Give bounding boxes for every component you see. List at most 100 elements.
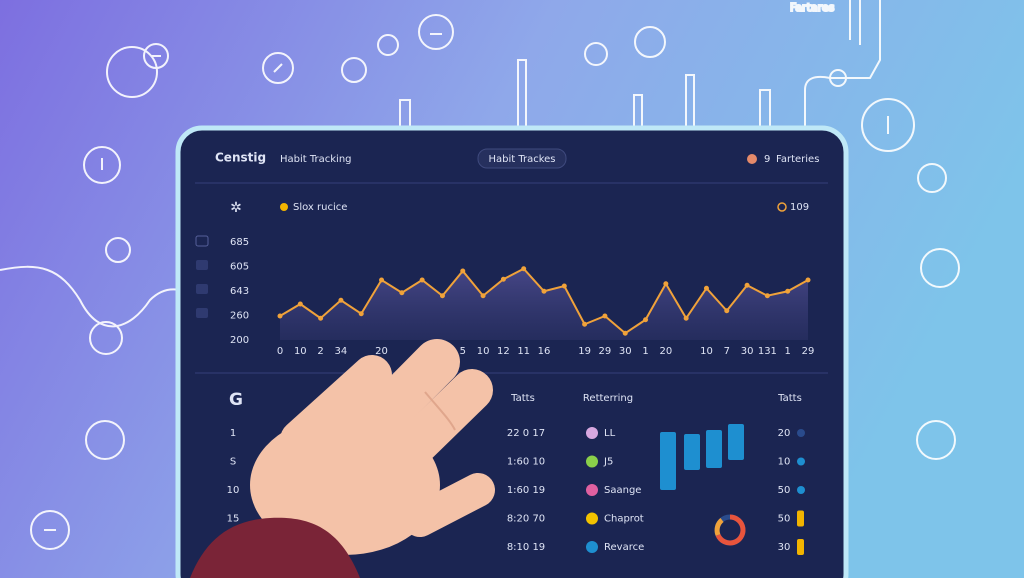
row-index: 15 [227,514,240,525]
x-label: 2 [317,346,323,357]
x-label: 20 [375,346,388,357]
side-icon[interactable] [196,308,208,318]
point [297,301,303,307]
row-index: 10 [227,485,240,496]
row-total: 10 [778,457,791,468]
badge: 109 [790,202,809,213]
row-time: 8:10 19 [507,542,545,553]
x-label: 1 [785,346,791,357]
point [764,293,770,299]
point [399,290,405,296]
x-label: 7 [724,346,730,357]
item-icon [586,512,598,525]
point [419,277,425,283]
point [744,282,750,288]
row-index: S [230,457,236,468]
x-label: 10 [294,346,307,357]
y-label: 260 [230,311,249,322]
menu-icon[interactable]: ✲ [230,200,242,216]
row-total: 50 [778,485,791,496]
brand: Censtig [215,151,266,165]
point [500,276,506,282]
point [582,321,588,327]
point [318,315,324,321]
x-label: 5 [460,346,466,357]
point [521,266,527,272]
tab-label[interactable]: Habit Trackes [488,154,555,165]
side-icon[interactable] [196,260,208,270]
point [724,308,730,314]
point [663,281,669,287]
y-label: 643 [230,286,249,297]
x-label: 11 [517,346,530,357]
item-name: J5 [603,457,613,468]
x-label: 34 [335,346,348,357]
section-icon: G [229,390,243,410]
x-label: 0 [277,346,283,357]
x-label: 16 [538,346,551,357]
row-index: 1 [230,428,236,439]
row-total: 30 [778,542,791,553]
status-bar [797,539,804,555]
side-icons [195,235,209,318]
item-icon [586,427,598,439]
row-time: 22 0 17 [507,428,545,439]
point [439,293,445,299]
x-label: 29 [599,346,612,357]
point [602,313,608,319]
point [379,277,385,283]
x-label: 29 [802,346,815,357]
point [683,315,689,321]
item-icon [586,484,598,496]
point [460,268,466,274]
mini-bars [660,424,744,490]
status-dot [797,486,805,494]
point [643,317,649,323]
point [805,277,811,283]
point [338,297,344,303]
user-avatar[interactable] [747,154,757,164]
row-time: 8:20 70 [507,514,545,525]
row-time: 1:60 10 [507,457,545,468]
legend-label: Slox rucice [293,202,347,213]
point [358,311,364,317]
decorations: Fartares [0,0,959,549]
item-icon [586,541,598,553]
column-header: Tatts [510,393,535,404]
user-count: 9 [764,154,770,165]
x-label: 12 [497,346,510,357]
badge-ring [777,202,787,212]
point [277,313,283,319]
side-icon[interactable] [195,235,209,247]
point [561,283,567,289]
legend-dot [280,203,288,211]
point [785,288,791,294]
tab[interactable] [477,148,567,169]
item-name: Revarce [604,542,644,553]
y-label: 200 [230,335,249,346]
item-name: Chaprot [604,514,644,525]
x-label: 1 [642,346,648,357]
item-name: Saange [604,485,641,496]
point [622,330,628,336]
status-dot [797,457,805,466]
x-label: 10 [477,346,490,357]
side-icon[interactable] [196,284,208,294]
donut [714,514,746,546]
x-label: 10 [700,346,713,357]
user-name[interactable]: Farteries [776,154,819,165]
x-label: 30 [619,346,632,357]
row-total: 50 [778,514,791,525]
y-label: 605 [230,262,249,273]
page-title: Habit Tracking [280,154,352,165]
column-header: Retterring [583,393,633,404]
item-icon [586,455,598,468]
point [541,288,547,294]
x-label: 131 [758,346,777,357]
row-time: 1:60 19 [507,485,545,496]
row-total: 20 [778,428,791,439]
item-name: LL [604,428,616,439]
status-bar [797,510,804,527]
